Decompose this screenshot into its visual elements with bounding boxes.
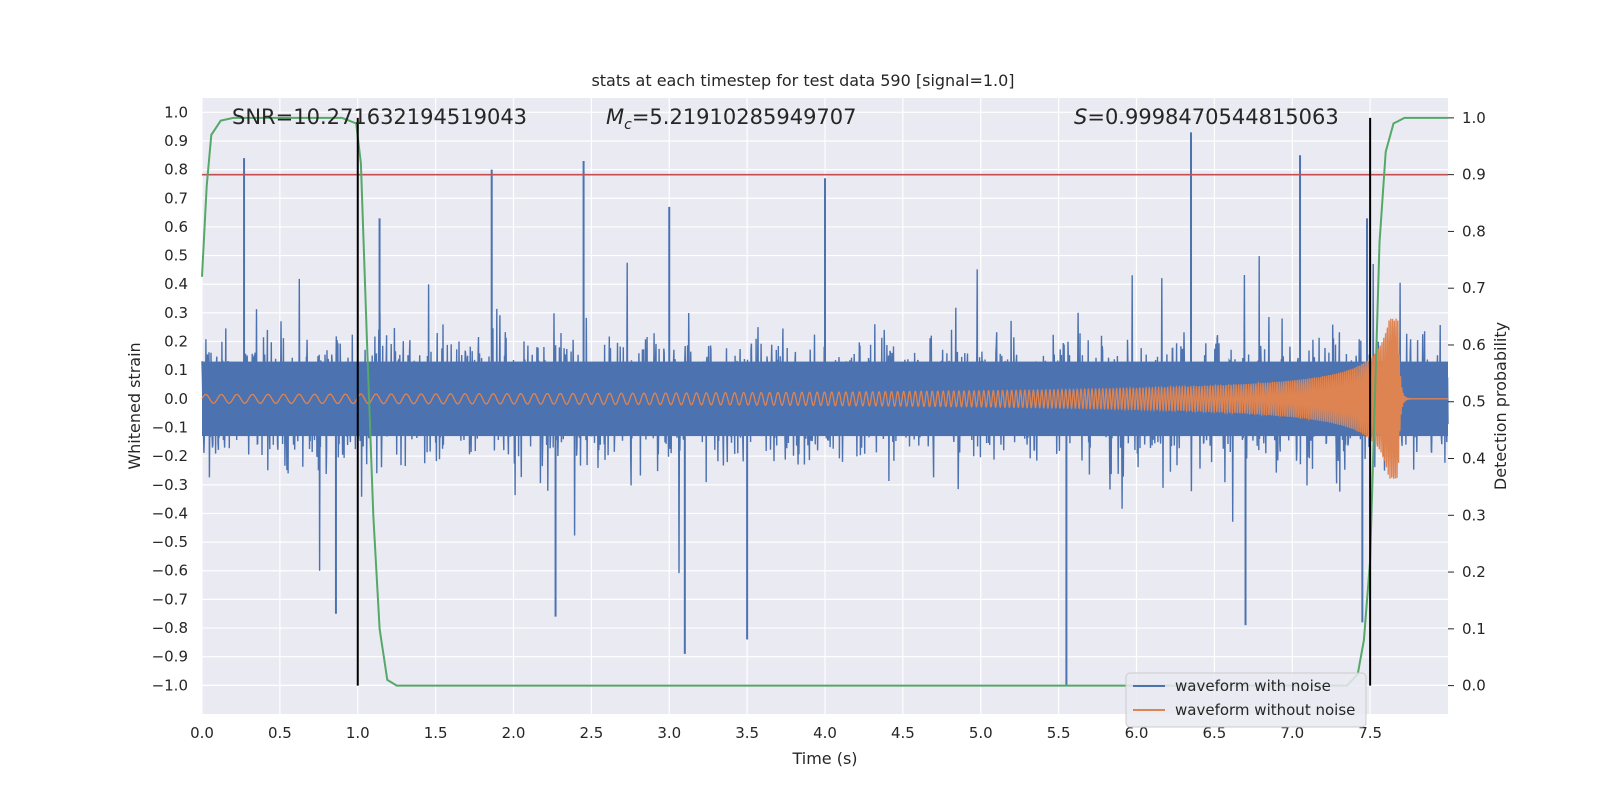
annotation-mc-sub: c (624, 117, 632, 133)
y-tick-label: −1.0 (152, 676, 188, 694)
annotation-snr: SNR=10.271632194519043 (232, 105, 527, 129)
x-tick-label: 4.0 (813, 724, 837, 742)
y2-tick-label: 0.6 (1462, 336, 1486, 354)
annotation-s-symbol: S (1074, 105, 1087, 129)
y-tick-label: −0.8 (152, 619, 188, 637)
y2-tick-label: 1.0 (1462, 109, 1486, 127)
legend: waveform with noise waveform without noi… (1125, 672, 1367, 728)
x-tick-label: 3.0 (657, 724, 681, 742)
series-clean-chirp (201, 318, 1448, 479)
ticks: 0.0 0.5 1.0 1.5 2.0 2.5 3.0 3.5 4.0 4.5 5.0 5.5 6.0 6… (152, 103, 1486, 742)
series-detection-probability (201, 116, 1448, 687)
y-tick-label: 0.0 (164, 390, 188, 408)
y-tick-label: 0.6 (164, 218, 188, 236)
y2-tick-label: 0.4 (1462, 450, 1486, 468)
x-tick-label: 6.0 (1125, 724, 1149, 742)
y-tick-label: −0.7 (152, 590, 188, 608)
annotation-s-value: =0.9998470544815063 (1087, 105, 1338, 129)
x-tick-label: 5.0 (969, 724, 993, 742)
y-tick-label: −0.4 (152, 504, 188, 522)
x-tick-label: 2.0 (502, 724, 526, 742)
y-tick-label: −0.9 (152, 648, 188, 666)
y2-tick-label: 0.7 (1462, 279, 1486, 297)
y2-tick-label: 0.2 (1462, 563, 1486, 581)
x-tick-label: 5.5 (1047, 724, 1071, 742)
x-tick-label: 6.5 (1202, 724, 1226, 742)
chart-title: stats at each timestep for test data 590… (591, 71, 1014, 90)
x-tick-label: 1.5 (424, 724, 448, 742)
x-axis-label: Time (s) (791, 749, 857, 768)
legend-box (1125, 672, 1367, 728)
annotation-mc-symbol: M (606, 105, 624, 129)
legend-label-clean: waveform without noise (1175, 701, 1355, 719)
y-tick-label: 0.3 (164, 304, 188, 322)
x-tick-label: 7.5 (1358, 724, 1382, 742)
y-tick-label: 0.5 (164, 247, 188, 265)
y-tick-label: 1.0 (164, 103, 188, 121)
y-tick-label: −0.5 (152, 533, 188, 551)
y-tick-label: −0.2 (152, 447, 188, 465)
x-tick-label: 3.5 (735, 724, 759, 742)
x-tick-label: 0.5 (268, 724, 292, 742)
y-tick-label: −0.6 (152, 562, 188, 580)
x-tick-label: 1.0 (346, 724, 370, 742)
y-tick-label: 0.2 (164, 333, 188, 351)
y-tick-label: 0.4 (164, 275, 188, 293)
annotation-mc: Mc=5.21910285949707 (606, 105, 857, 133)
y-tick-label: 0.1 (164, 361, 188, 379)
y2-tick-label: 0.9 (1462, 166, 1486, 184)
annotation-mc-value: =5.21910285949707 (632, 105, 857, 129)
x-tick-label: 7.0 (1280, 724, 1304, 742)
x-tick-label: 0.0 (190, 724, 214, 742)
y-tick-label: 0.9 (164, 132, 188, 150)
y2-tick-label: 0.1 (1462, 620, 1486, 638)
y-axis-label: Whitened strain (125, 342, 144, 469)
y-tick-label: −0.1 (152, 418, 188, 436)
y-tick-label: 0.7 (164, 189, 188, 207)
y-tick-label: −0.3 (152, 476, 188, 494)
annotation-s: S=0.9998470544815063 (1074, 105, 1339, 129)
y2-tick-label: 0.3 (1462, 506, 1486, 524)
y2-tick-label: 0.5 (1462, 393, 1486, 411)
series-layer (201, 116, 1449, 687)
y2-axis-label: Detection probability (1491, 322, 1510, 490)
x-tick-label: 4.5 (891, 724, 915, 742)
y2-tick-label: 0.8 (1462, 222, 1486, 240)
x-tick-label: 2.5 (579, 724, 603, 742)
y-tick-label: 0.8 (164, 161, 188, 179)
y2-tick-label: 0.0 (1462, 677, 1486, 695)
legend-label-noise: waveform with noise (1175, 677, 1331, 695)
